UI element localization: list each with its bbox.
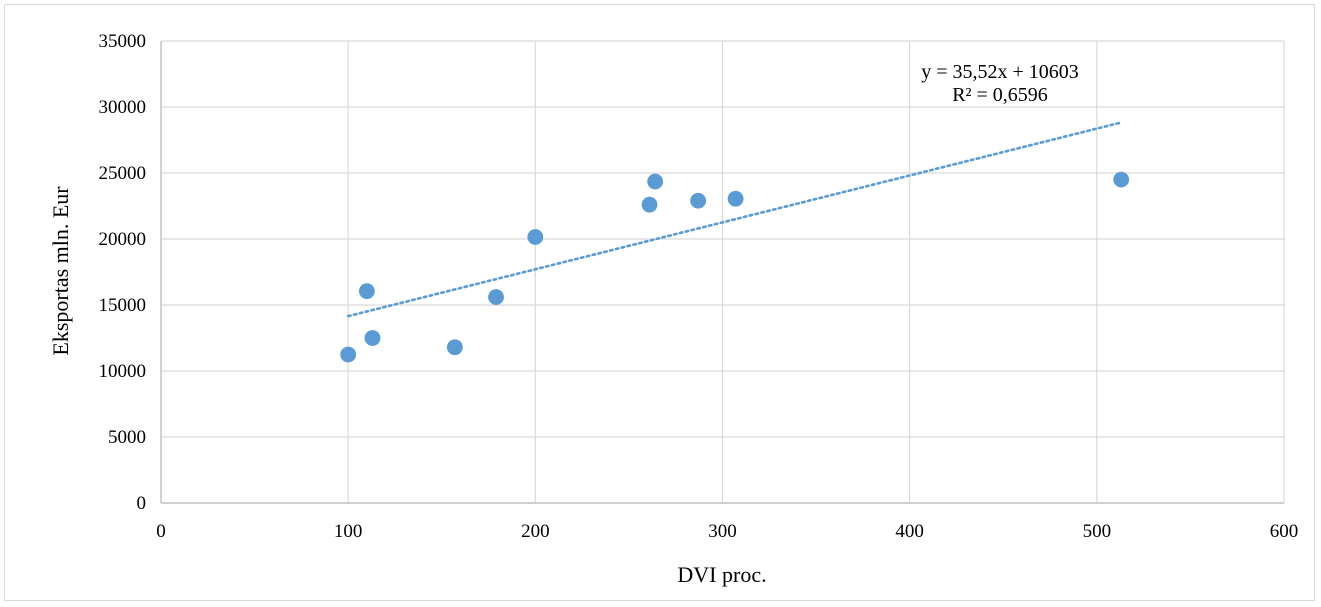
grid-lines: [161, 40, 1285, 503]
y-tick-labels: 0 5000 10000 15000 20000 25000 30000 35000: [99, 31, 147, 514]
y-tick-label: 10000: [99, 361, 147, 382]
data-point: [364, 330, 381, 346]
trendline: [346, 121, 1123, 318]
trendline-group: [346, 121, 1123, 318]
data-points: [340, 171, 1130, 363]
x-tick-label: 300: [708, 521, 737, 542]
x-tick-labels: 0 100 200 300 400 500 600: [156, 521, 1298, 542]
data-point: [727, 190, 744, 207]
x-tick-label: 200: [521, 521, 550, 542]
data-point: [340, 346, 357, 363]
y-tick-label: 0: [137, 493, 147, 514]
x-tick-label: 500: [1083, 521, 1112, 542]
axes: [160, 41, 1284, 504]
y-tick-label: 30000: [99, 97, 147, 118]
y-tick-label: 5000: [108, 427, 146, 448]
y-tick-label: 35000: [99, 31, 147, 52]
x-tick-label: 100: [334, 521, 363, 542]
data-point: [1113, 171, 1130, 188]
data-point: [358, 283, 375, 300]
data-point: [446, 339, 463, 356]
trendline-r-squared: R² = 0,6596: [952, 84, 1048, 106]
y-tick-label: 15000: [99, 295, 147, 316]
y-tick-label: 20000: [99, 229, 147, 250]
data-point: [641, 196, 658, 213]
data-point: [527, 229, 544, 245]
trendline-equation: y = 35,52x + 10603: [921, 61, 1079, 83]
x-tick-label: 400: [895, 521, 924, 542]
y-axis-title: Eksportas mln. Eur: [48, 186, 73, 356]
x-axis-title: DVI proc.: [677, 562, 766, 587]
data-point: [647, 173, 664, 190]
data-point: [488, 289, 504, 305]
y-tick-label: 25000: [99, 163, 147, 184]
data-point: [690, 192, 707, 209]
x-tick-label: 0: [156, 521, 166, 542]
x-tick-label: 600: [1270, 521, 1299, 542]
